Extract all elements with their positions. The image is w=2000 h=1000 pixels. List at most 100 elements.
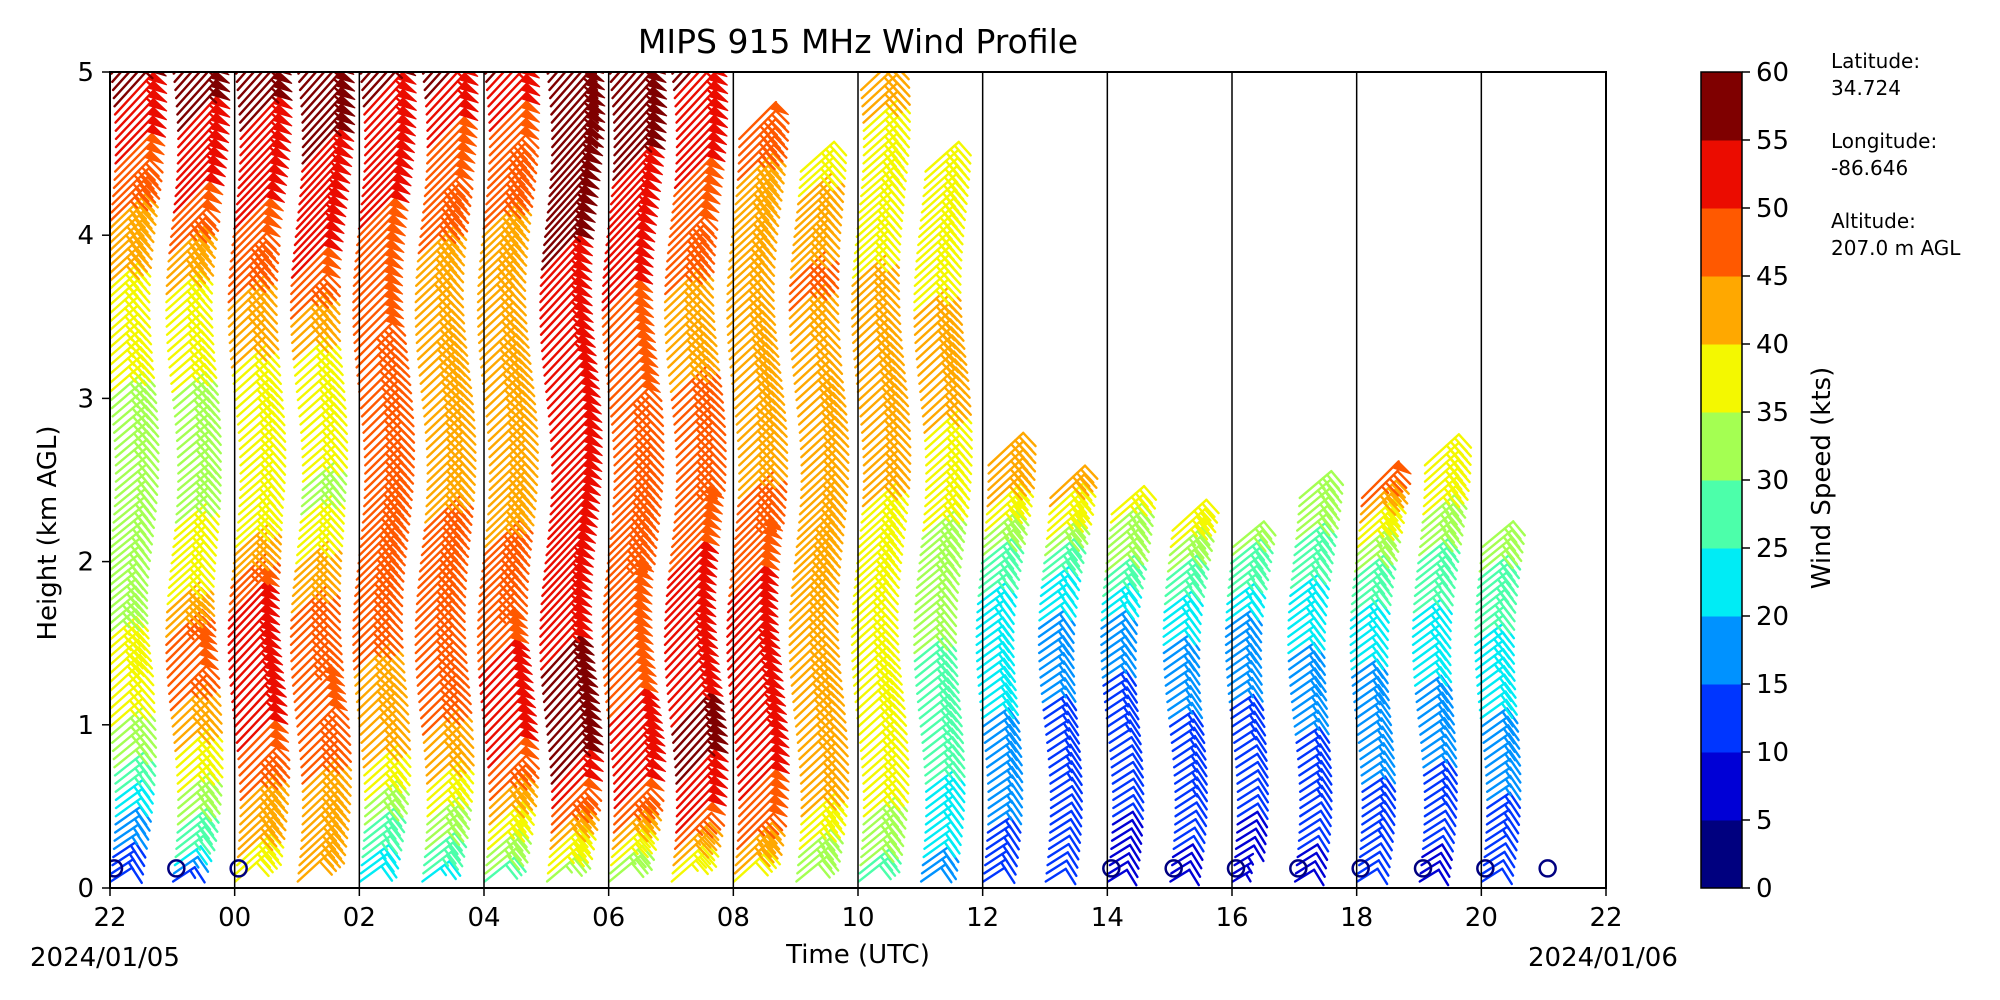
barb-column bbox=[913, 140, 973, 884]
wind-barb bbox=[113, 72, 168, 116]
y-axis-label: Height (km AGL) bbox=[33, 425, 63, 641]
colorbar-tick-label: 35 bbox=[1756, 398, 1789, 428]
wind-barb bbox=[236, 710, 289, 753]
wind-barb bbox=[301, 78, 356, 124]
wind-barb bbox=[231, 205, 283, 247]
colorbar-tick-label: 0 bbox=[1756, 874, 1773, 904]
wind-barb bbox=[238, 746, 291, 785]
calm-wind-marker bbox=[1538, 859, 1557, 878]
wind-barb bbox=[236, 72, 256, 92]
latitude-value: 34.724 bbox=[1831, 76, 1901, 100]
wind-barb bbox=[113, 141, 165, 181]
wind-barb bbox=[174, 72, 194, 92]
wind-barb bbox=[233, 683, 287, 728]
wind-barb bbox=[1287, 599, 1328, 622]
wind-barb bbox=[235, 72, 248, 83]
barb-column bbox=[1224, 520, 1277, 883]
colorbar-bin bbox=[1701, 412, 1742, 481]
wind-barb bbox=[238, 129, 292, 173]
wind-barb bbox=[173, 163, 226, 206]
wind-barb bbox=[1038, 591, 1078, 614]
wind-barb bbox=[295, 680, 347, 720]
wind-barb bbox=[171, 866, 206, 884]
colorbar-bin bbox=[1701, 616, 1742, 685]
wind-barb bbox=[239, 95, 293, 141]
wind-barb bbox=[1038, 600, 1077, 622]
wind-barb bbox=[922, 837, 961, 859]
altitude-label: Altitude: bbox=[1831, 209, 1916, 233]
y-tick-label: 1 bbox=[77, 711, 94, 741]
x-tick-label: 12 bbox=[966, 903, 999, 933]
colorbar-tick-label: 45 bbox=[1756, 262, 1789, 292]
x-tick-label: 14 bbox=[1091, 903, 1124, 933]
wind-barb bbox=[166, 243, 216, 279]
wind-barb bbox=[300, 136, 354, 181]
x-tick-label: 06 bbox=[592, 903, 625, 933]
colorbar-tick-label: 55 bbox=[1756, 126, 1789, 156]
wind-barb bbox=[1287, 608, 1327, 630]
colorbar-bin bbox=[1701, 72, 1742, 141]
colorbar-bin bbox=[1701, 276, 1742, 345]
x-tick-label: 02 bbox=[343, 903, 376, 933]
wind-barb bbox=[114, 123, 167, 165]
x-tick-label: 00 bbox=[218, 903, 251, 933]
barb-column bbox=[165, 72, 231, 884]
wind-barb bbox=[110, 210, 157, 245]
wind-barb bbox=[922, 736, 965, 761]
wind-barb bbox=[298, 705, 350, 744]
wind-barb bbox=[1162, 599, 1203, 622]
wind-barb bbox=[110, 201, 158, 238]
wind-barb bbox=[231, 659, 285, 704]
wind-barb bbox=[363, 807, 407, 834]
colorbar-bin bbox=[1701, 480, 1742, 549]
wind-barb bbox=[166, 234, 217, 271]
x-tick-label: 16 bbox=[1215, 903, 1248, 933]
wind-barb bbox=[176, 78, 231, 124]
wind-barb bbox=[114, 114, 167, 157]
x-tick-label: 08 bbox=[717, 903, 750, 933]
wind-barb bbox=[169, 198, 221, 239]
wind-barb bbox=[114, 80, 168, 124]
wind-barb bbox=[114, 778, 155, 802]
wind-barb bbox=[1411, 632, 1452, 655]
wind-barb bbox=[920, 710, 963, 736]
wind-barb bbox=[236, 154, 290, 198]
wind-barb bbox=[112, 72, 140, 100]
wind-barb bbox=[233, 188, 286, 230]
altitude-value: 207.0 m AGL bbox=[1831, 236, 1961, 260]
wind-barb bbox=[168, 664, 221, 704]
colorbar-tick-label: 50 bbox=[1756, 194, 1789, 224]
wind-barb bbox=[168, 655, 219, 695]
wind-barb bbox=[289, 264, 341, 304]
wind-barb bbox=[112, 149, 164, 190]
chart-title: MIPS 915 MHz Wind Profile bbox=[637, 22, 1079, 61]
wind-barb bbox=[238, 138, 291, 181]
colorbar-bin bbox=[1701, 208, 1742, 277]
wind-barb bbox=[114, 814, 151, 835]
wind-barb bbox=[176, 129, 230, 173]
colorbar-bin bbox=[1701, 140, 1742, 209]
x-tick-label: 18 bbox=[1340, 903, 1373, 933]
wind-barb bbox=[923, 744, 966, 769]
wind-barb bbox=[920, 854, 959, 875]
wind-barb bbox=[174, 834, 216, 859]
y-tick-label: 5 bbox=[77, 58, 94, 88]
end-date-label: 2024/01/06 bbox=[1528, 943, 1678, 973]
wind-barb bbox=[1037, 609, 1076, 630]
wind-barb bbox=[167, 646, 219, 687]
colorbar-bin bbox=[1701, 752, 1742, 821]
colorbar-bin bbox=[1701, 684, 1742, 753]
y-tick-label: 2 bbox=[77, 548, 94, 578]
wind-barb bbox=[924, 803, 965, 826]
colorbar: 0 5 10 15 20 25 30 35 40 45 50 55 60 bbox=[1700, 58, 1789, 904]
colorbar-tick-label: 60 bbox=[1756, 58, 1789, 88]
y-tick-label: 4 bbox=[77, 221, 94, 251]
colorbar-tick-label: 25 bbox=[1756, 534, 1789, 564]
wind-barb bbox=[113, 72, 167, 108]
wind-barb bbox=[1226, 582, 1267, 606]
x-axis-label: Time (UTC) bbox=[786, 940, 930, 970]
colorbar-tick-label: 40 bbox=[1756, 330, 1789, 360]
wind-barb bbox=[172, 172, 225, 214]
wind-barb bbox=[921, 719, 964, 744]
wind-barb bbox=[924, 769, 966, 793]
